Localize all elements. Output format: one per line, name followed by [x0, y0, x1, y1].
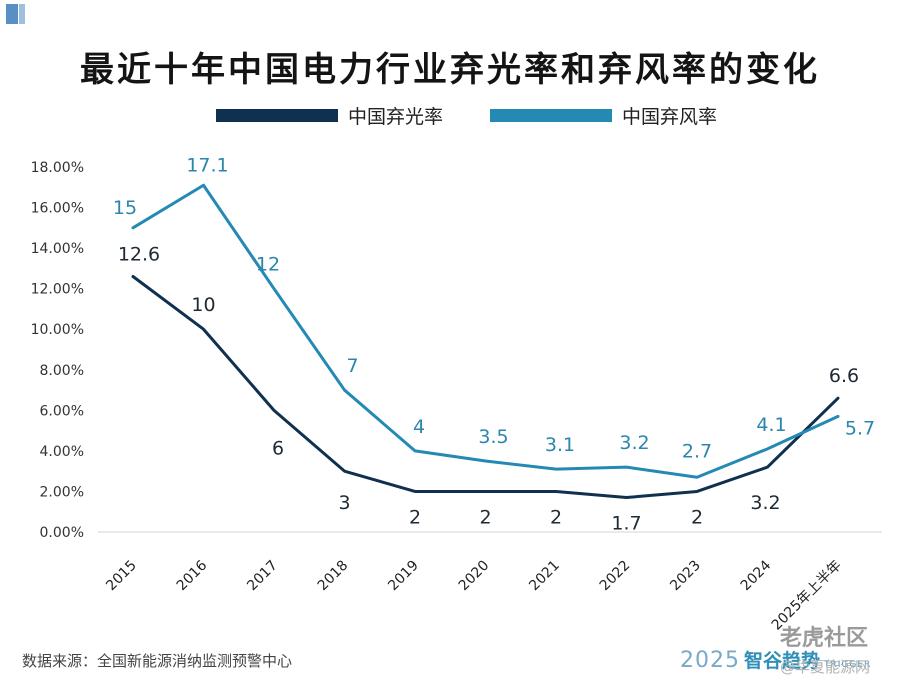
data-label-solar: 1.7: [611, 513, 641, 535]
data-label-wind: 4.1: [756, 414, 786, 436]
y-tick-label: 0.00%: [40, 525, 84, 541]
legend-item-wind: 中国弃风率: [490, 102, 717, 129]
data-label-wind: 3.1: [545, 434, 575, 456]
brand-year: 2025: [680, 648, 740, 673]
data-label-wind: 5.7: [845, 417, 875, 439]
legend-item-solar: 中国弃光率: [216, 102, 443, 129]
data-label-solar: 2: [691, 506, 703, 528]
data-label-wind: 3.2: [619, 432, 649, 454]
x-tick-label: 2021: [526, 558, 563, 595]
series-line-solar: [131, 275, 840, 500]
data-label-solar: 6: [272, 437, 284, 459]
legend-swatch-solar: [216, 109, 338, 122]
watermark-main: 老虎社区: [780, 626, 869, 651]
x-tick-label: 2016: [174, 557, 211, 594]
data-label-wind: 3.5: [478, 426, 508, 448]
data-label-solar: 2: [550, 506, 562, 528]
data-label-wind: 2.7: [682, 440, 712, 462]
brand-logo: 2025 智谷趋势 TRIGGER: [680, 646, 871, 673]
x-tick-label: 2024: [738, 557, 775, 594]
y-tick-label: 2.00%: [40, 484, 84, 500]
series-line-wind: [131, 183, 840, 479]
y-tick-label: 18.00%: [31, 160, 84, 176]
data-label-wind: 15: [113, 197, 137, 219]
data-label-wind: 17.1: [186, 154, 228, 176]
corner-logo-mark: [6, 4, 32, 24]
watermark-sub: @华夏能源网: [780, 658, 871, 676]
y-tick-label: 4.00%: [40, 444, 84, 460]
brand-name: 智谷趋势: [744, 650, 821, 672]
data-label-solar: 10: [191, 294, 215, 316]
x-tick-label: 2015: [103, 558, 140, 595]
x-tick-label: 2017: [244, 558, 281, 595]
data-label-wind: 7: [346, 355, 358, 377]
y-tick-label: 14.00%: [31, 241, 84, 257]
data-label-wind: 4: [413, 416, 425, 438]
x-tick-label: 2019: [385, 558, 422, 595]
brand-english: TRIGGER: [824, 660, 872, 670]
x-tick-label: 2023: [667, 558, 704, 595]
x-tick-label: 2020: [456, 558, 493, 595]
data-label-wind: 12: [256, 254, 280, 276]
legend-swatch-wind: [490, 109, 612, 122]
chart-title: 最近十年中国电力行业弃光率和弃风率的变化: [80, 50, 820, 90]
data-label-solar: 12.6: [118, 244, 160, 266]
data-label-solar: 2: [409, 506, 421, 528]
line-chart: 0.00% 2.00% 4.00% 6.00% 8.00% 10.00% 12.00% 14.…: [31, 154, 882, 634]
x-tick-label: 2022: [597, 558, 634, 595]
chart-legend: 中国弃光率 中国弃风率: [0, 102, 900, 129]
y-tick-label: 10.00%: [31, 322, 84, 338]
data-label-solar: 3: [338, 492, 350, 514]
y-tick-label: 8.00%: [40, 363, 84, 379]
data-source-note: 数据来源：全国新能源消纳监测预警中心: [22, 652, 293, 670]
y-tick-label: 12.00%: [31, 282, 84, 298]
legend-label-solar: 中国弃光率: [348, 106, 444, 128]
y-tick-label: 6.00%: [40, 403, 84, 419]
data-label-solar: 2: [479, 506, 491, 528]
x-tick-label: 2018: [315, 558, 352, 595]
y-tick-label: 16.00%: [31, 201, 84, 217]
data-label-solar: 6.6: [829, 365, 859, 387]
data-label-solar: 3.2: [750, 492, 780, 514]
legend-label-wind: 中国弃风率: [622, 106, 718, 128]
